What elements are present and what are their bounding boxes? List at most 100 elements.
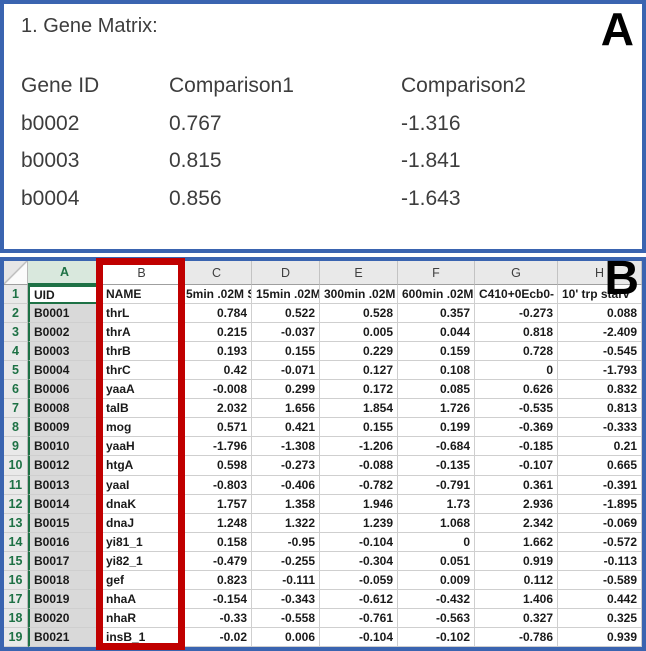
- gene-name-cell[interactable]: insB_1: [102, 627, 182, 647]
- gene-name-cell[interactable]: thrL: [102, 304, 182, 324]
- value-cell[interactable]: -0.33: [182, 608, 252, 628]
- row-number[interactable]: 7: [4, 399, 28, 419]
- value-cell[interactable]: -1.796: [182, 437, 252, 457]
- value-cell[interactable]: 2.032: [182, 399, 252, 419]
- field-header-cell[interactable]: 600min .02M: [398, 285, 475, 305]
- row-number[interactable]: 13: [4, 513, 28, 533]
- uid-cell[interactable]: B0014: [28, 494, 102, 514]
- value-cell[interactable]: 1.656: [252, 399, 320, 419]
- row-number[interactable]: 15: [4, 551, 28, 571]
- value-cell[interactable]: -0.008: [182, 380, 252, 400]
- field-header-cell[interactable]: 5min .02M S: [182, 285, 252, 305]
- uid-cell[interactable]: B0015: [28, 513, 102, 533]
- value-cell[interactable]: 0.158: [182, 532, 252, 552]
- value-cell[interactable]: 0.421: [252, 418, 320, 438]
- gene-name-cell[interactable]: thrC: [102, 361, 182, 381]
- value-cell[interactable]: 1.662: [475, 532, 558, 552]
- value-cell[interactable]: -0.572: [558, 532, 642, 552]
- gene-name-cell[interactable]: nhaR: [102, 608, 182, 628]
- value-cell[interactable]: -0.255: [252, 551, 320, 571]
- value-cell[interactable]: -0.059: [320, 570, 398, 590]
- uid-cell[interactable]: B0021: [28, 627, 102, 647]
- value-cell[interactable]: 0.172: [320, 380, 398, 400]
- column-header-b[interactable]: B: [102, 261, 182, 285]
- value-cell[interactable]: 0.006: [252, 627, 320, 647]
- value-cell[interactable]: 0.626: [475, 380, 558, 400]
- column-header-g[interactable]: G: [475, 261, 558, 285]
- column-header-c[interactable]: C: [182, 261, 252, 285]
- value-cell[interactable]: 0.085: [398, 380, 475, 400]
- row-number[interactable]: 2: [4, 304, 28, 324]
- value-cell[interactable]: -0.071: [252, 361, 320, 381]
- value-cell[interactable]: 1.068: [398, 513, 475, 533]
- value-cell[interactable]: -0.535: [475, 399, 558, 419]
- value-cell[interactable]: 0.299: [252, 380, 320, 400]
- uid-cell[interactable]: B0003: [28, 342, 102, 362]
- column-header-d[interactable]: D: [252, 261, 320, 285]
- value-cell[interactable]: 0.215: [182, 323, 252, 343]
- row-number[interactable]: 12: [4, 494, 28, 514]
- value-cell[interactable]: 0.21: [558, 437, 642, 457]
- value-cell[interactable]: -0.107: [475, 456, 558, 476]
- uid-cell[interactable]: B0012: [28, 456, 102, 476]
- value-cell[interactable]: 1.854: [320, 399, 398, 419]
- value-cell[interactable]: 0.088: [558, 304, 642, 324]
- uid-cell[interactable]: B0001: [28, 304, 102, 324]
- value-cell[interactable]: -0.037: [252, 323, 320, 343]
- value-cell[interactable]: 0.939: [558, 627, 642, 647]
- value-cell[interactable]: 0.155: [320, 418, 398, 438]
- uid-cell[interactable]: B0016: [28, 532, 102, 552]
- value-cell[interactable]: 0.229: [320, 342, 398, 362]
- value-cell[interactable]: -0.343: [252, 589, 320, 609]
- value-cell[interactable]: -0.113: [558, 551, 642, 571]
- row-number[interactable]: 18: [4, 608, 28, 628]
- gene-name-cell[interactable]: yi82_1: [102, 551, 182, 571]
- value-cell[interactable]: -0.545: [558, 342, 642, 362]
- row-number[interactable]: 9: [4, 437, 28, 457]
- value-cell[interactable]: -2.409: [558, 323, 642, 343]
- value-cell[interactable]: -1.895: [558, 494, 642, 514]
- uid-cell[interactable]: B0017: [28, 551, 102, 571]
- value-cell[interactable]: 2.936: [475, 494, 558, 514]
- column-header-f[interactable]: F: [398, 261, 475, 285]
- value-cell[interactable]: -0.104: [320, 627, 398, 647]
- value-cell[interactable]: 0.784: [182, 304, 252, 324]
- value-cell[interactable]: 0.327: [475, 608, 558, 628]
- active-cell-uid[interactable]: UID: [28, 285, 102, 305]
- value-cell[interactable]: -0.479: [182, 551, 252, 571]
- value-cell[interactable]: 0.528: [320, 304, 398, 324]
- row-number[interactable]: 19: [4, 627, 28, 647]
- value-cell[interactable]: -0.684: [398, 437, 475, 457]
- uid-cell[interactable]: B0002: [28, 323, 102, 343]
- value-cell[interactable]: -0.185: [475, 437, 558, 457]
- field-header-cell[interactable]: C410+0Ecb0-: [475, 285, 558, 305]
- value-cell[interactable]: 0.665: [558, 456, 642, 476]
- value-cell[interactable]: 0.571: [182, 418, 252, 438]
- value-cell[interactable]: 0.108: [398, 361, 475, 381]
- value-cell[interactable]: 0.832: [558, 380, 642, 400]
- value-cell[interactable]: 1.757: [182, 494, 252, 514]
- value-cell[interactable]: 0: [398, 532, 475, 552]
- value-cell[interactable]: 1.322: [252, 513, 320, 533]
- gene-name-cell[interactable]: dnaJ: [102, 513, 182, 533]
- value-cell[interactable]: 2.342: [475, 513, 558, 533]
- value-cell[interactable]: -0.95: [252, 532, 320, 552]
- value-cell[interactable]: 0.42: [182, 361, 252, 381]
- value-cell[interactable]: 1.726: [398, 399, 475, 419]
- value-cell[interactable]: 0.522: [252, 304, 320, 324]
- row-number[interactable]: 3: [4, 323, 28, 343]
- gene-name-cell[interactable]: thrA: [102, 323, 182, 343]
- value-cell[interactable]: 0.159: [398, 342, 475, 362]
- value-cell[interactable]: 0.005: [320, 323, 398, 343]
- value-cell[interactable]: 1.358: [252, 494, 320, 514]
- value-cell[interactable]: -0.612: [320, 589, 398, 609]
- value-cell[interactable]: -0.391: [558, 475, 642, 495]
- gene-name-cell[interactable]: htgA: [102, 456, 182, 476]
- value-cell[interactable]: 0.155: [252, 342, 320, 362]
- value-cell[interactable]: 0.442: [558, 589, 642, 609]
- value-cell[interactable]: -0.273: [252, 456, 320, 476]
- value-cell[interactable]: -0.369: [475, 418, 558, 438]
- row-number[interactable]: 1: [4, 285, 28, 305]
- value-cell[interactable]: 0.325: [558, 608, 642, 628]
- value-cell[interactable]: -0.432: [398, 589, 475, 609]
